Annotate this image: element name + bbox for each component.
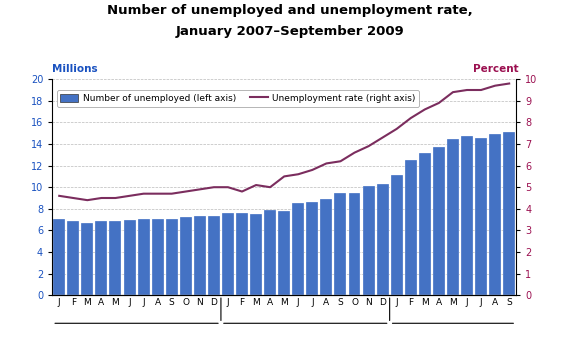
Bar bbox=[208, 216, 220, 295]
Text: Number of unemployed and unemployment rate,: Number of unemployed and unemployment ra… bbox=[107, 4, 473, 17]
Bar bbox=[180, 217, 192, 295]
Bar bbox=[53, 219, 65, 295]
Bar bbox=[152, 219, 164, 295]
Text: Percent: Percent bbox=[473, 64, 519, 74]
Bar bbox=[194, 216, 206, 295]
Bar bbox=[419, 153, 431, 295]
Bar bbox=[250, 214, 262, 295]
Bar bbox=[67, 221, 79, 295]
Bar bbox=[503, 132, 515, 295]
Bar bbox=[96, 221, 107, 295]
Text: January 2007–September 2009: January 2007–September 2009 bbox=[176, 25, 404, 38]
Bar bbox=[292, 203, 304, 295]
Bar bbox=[137, 219, 150, 295]
Bar bbox=[306, 202, 318, 295]
Bar bbox=[461, 136, 473, 295]
Text: Millions: Millions bbox=[52, 64, 98, 74]
Bar bbox=[166, 219, 177, 295]
Bar bbox=[320, 199, 332, 295]
Bar bbox=[362, 186, 375, 295]
Bar bbox=[433, 147, 445, 295]
Bar bbox=[124, 220, 136, 295]
Bar bbox=[110, 221, 121, 295]
Bar bbox=[236, 213, 248, 295]
Bar bbox=[349, 193, 361, 295]
Bar bbox=[475, 138, 487, 295]
Bar bbox=[335, 193, 346, 295]
Bar bbox=[81, 223, 93, 295]
Bar bbox=[391, 175, 403, 295]
Bar bbox=[447, 139, 459, 295]
Bar bbox=[376, 184, 389, 295]
Bar bbox=[405, 160, 416, 295]
Bar bbox=[278, 211, 290, 295]
Bar bbox=[222, 213, 234, 295]
Legend: Number of unemployed (left axis), Unemployment rate (right axis): Number of unemployed (left axis), Unempl… bbox=[57, 90, 419, 107]
Bar bbox=[264, 210, 276, 295]
Bar bbox=[489, 134, 501, 295]
